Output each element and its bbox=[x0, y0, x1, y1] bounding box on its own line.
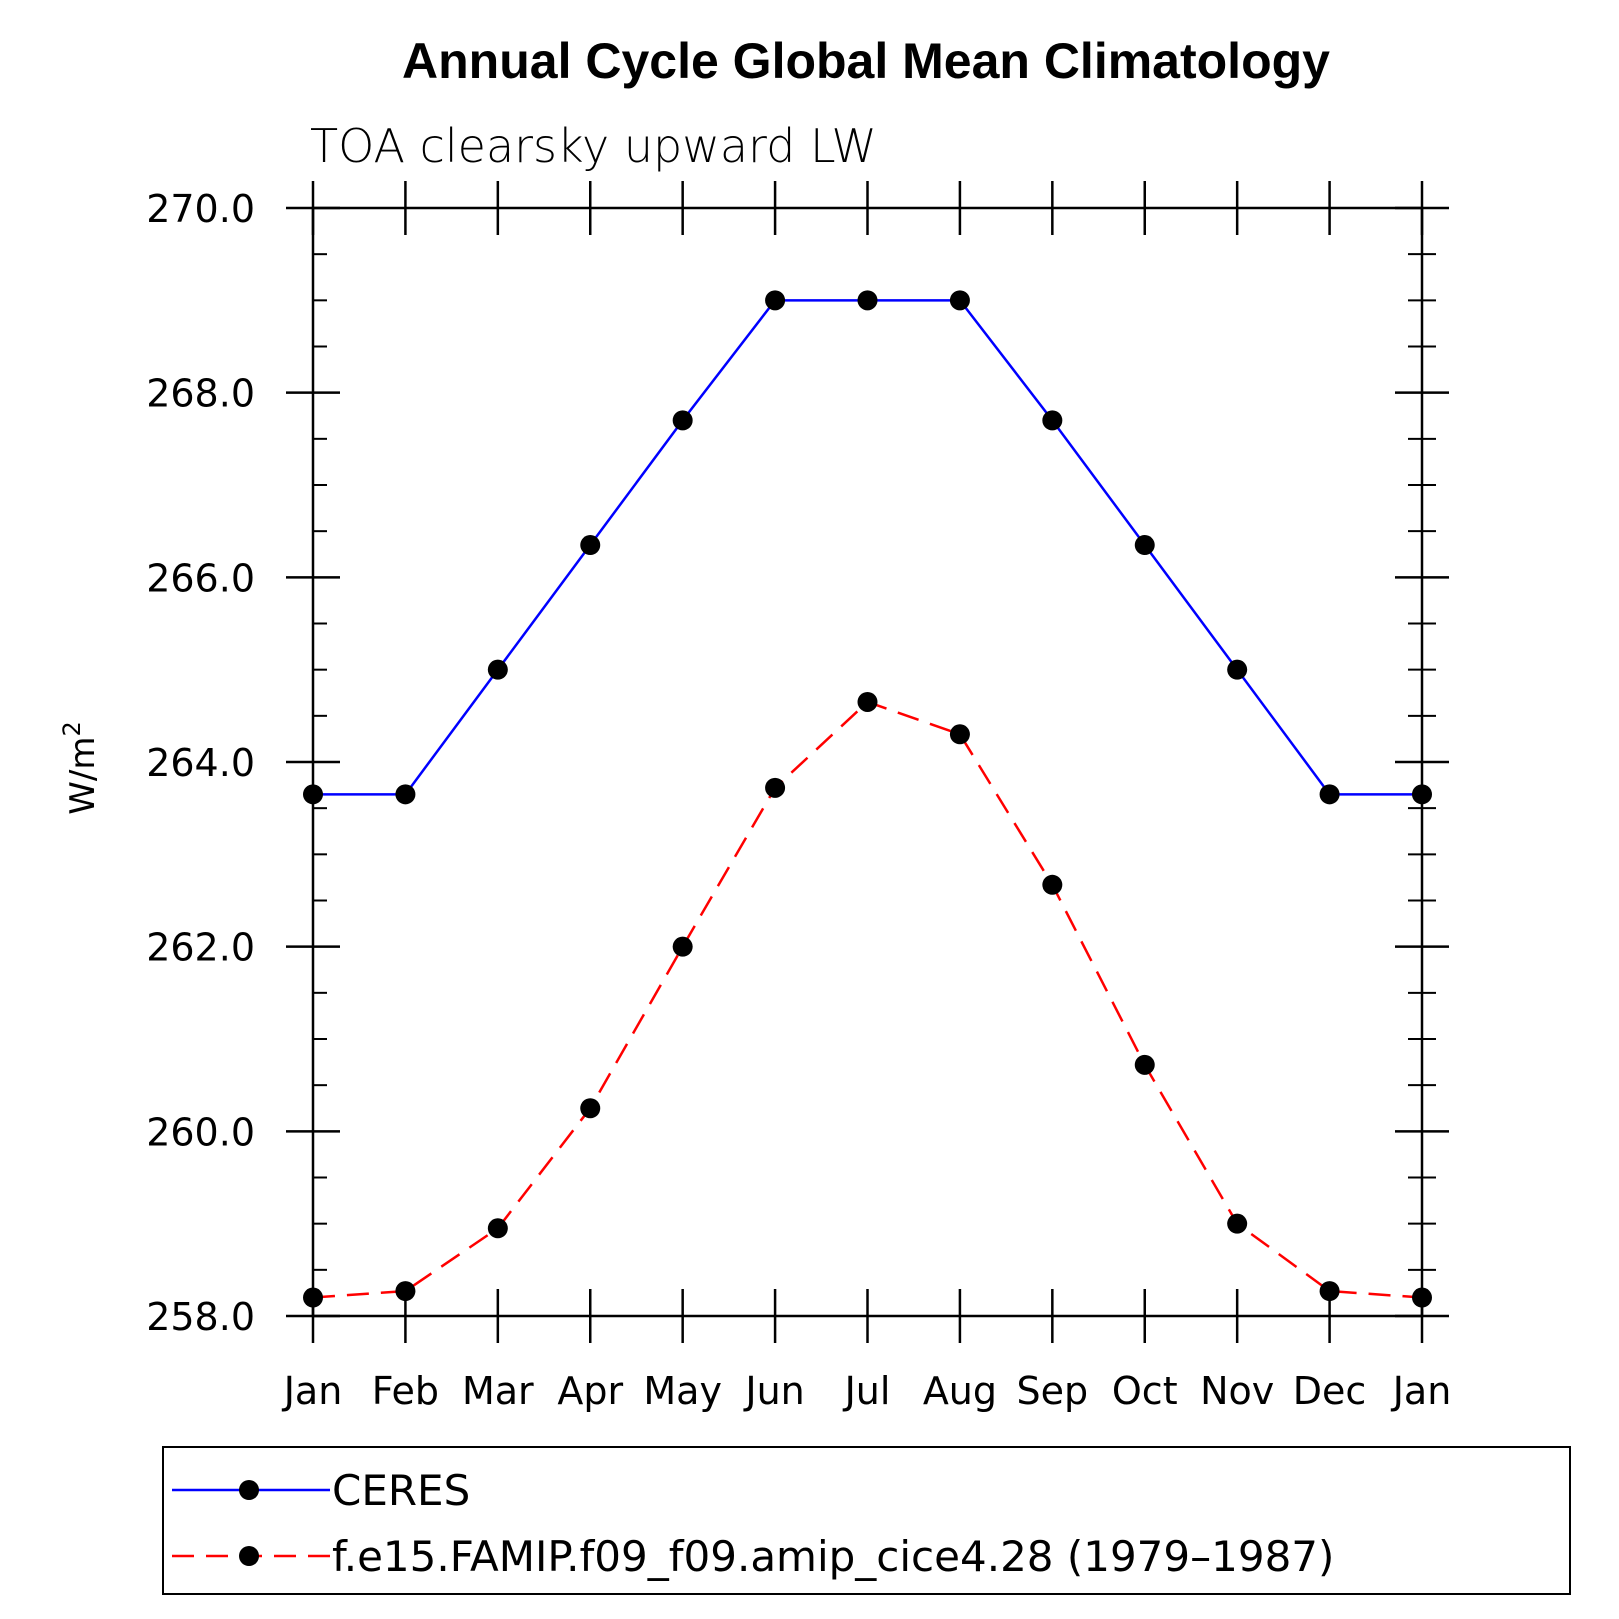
y-tick-label: 258.0 bbox=[146, 1295, 255, 1339]
legend-marker-model bbox=[239, 1546, 259, 1566]
legend-box bbox=[162, 1446, 1571, 1595]
series-markers bbox=[303, 290, 1432, 1308]
x-tick-label: Sep bbox=[1017, 1369, 1089, 1413]
data-point-s1-11 bbox=[1319, 1281, 1340, 1302]
data-point-s1-3 bbox=[580, 1098, 601, 1119]
data-point-s1-5 bbox=[765, 777, 786, 798]
series-line-1 bbox=[312, 700, 1423, 1299]
x-tick-label: Aug bbox=[923, 1369, 997, 1413]
x-tick-label: Oct bbox=[1112, 1369, 1178, 1413]
chart-title: Annual Cycle Global Mean Climatology bbox=[402, 33, 1330, 89]
data-point-s1-4 bbox=[672, 936, 693, 957]
y-tick-labels: 258.0 260.0 262.0 264.0 266.0 268.0 270.0 bbox=[146, 187, 255, 1339]
legend-label-model: f.e15.FAMIP.f09_f09.amip_cice4.28 (1979–… bbox=[332, 1532, 1334, 1581]
data-point-s1-2 bbox=[487, 1218, 508, 1239]
x-tick-label: Jan bbox=[282, 1369, 343, 1413]
y-tick-label: 270.0 bbox=[146, 187, 255, 231]
y-tick-label: 260.0 bbox=[146, 1110, 255, 1154]
axis-ticks bbox=[286, 181, 1449, 1343]
x-tick-label: Dec bbox=[1293, 1369, 1367, 1413]
data-point-s0-11 bbox=[1319, 784, 1340, 805]
data-point-s1-0 bbox=[303, 1287, 323, 1308]
data-point-s0-0 bbox=[303, 784, 323, 805]
x-tick-label: Jul bbox=[843, 1369, 891, 1413]
y-axis-label-superscript: 2 bbox=[58, 721, 86, 736]
data-point-s0-10 bbox=[1227, 659, 1248, 680]
x-tick-labels: Jan Feb Mar Apr May Jun Jul Aug Sep Oct Nov Dec Jan bbox=[282, 1369, 1452, 1413]
data-point-s1-9 bbox=[1134, 1054, 1155, 1075]
data-point-s0-8 bbox=[1042, 410, 1063, 431]
data-point-s1-7 bbox=[949, 724, 970, 745]
y-axis-label-text: W/m bbox=[63, 737, 103, 815]
data-point-s0-6 bbox=[857, 290, 878, 311]
data-point-s0-5 bbox=[765, 290, 786, 311]
data-point-s0-2 bbox=[487, 659, 508, 680]
legend-marker-ceres bbox=[239, 1480, 259, 1500]
data-point-s0-9 bbox=[1134, 535, 1155, 556]
x-tick-label: Jan bbox=[1391, 1369, 1452, 1413]
data-point-s0-7 bbox=[949, 290, 970, 311]
data-point-s0-3 bbox=[580, 535, 601, 556]
x-tick-label: Feb bbox=[372, 1369, 439, 1413]
x-tick-label: Apr bbox=[557, 1369, 623, 1413]
legend: CERES f.e15.FAMIP.f09_f09.amip_cice4.28 … bbox=[162, 1446, 1571, 1595]
y-tick-label: 264.0 bbox=[146, 741, 255, 785]
x-tick-label: May bbox=[643, 1369, 722, 1413]
y-axis-label: W/m2 bbox=[58, 721, 103, 814]
series-line-0 bbox=[313, 299, 1422, 796]
data-point-s1-8 bbox=[1042, 874, 1063, 895]
data-point-s0-12 bbox=[1412, 784, 1432, 805]
series-lines bbox=[312, 299, 1423, 1299]
y-tick-label: 268.0 bbox=[146, 372, 255, 416]
x-tick-label: Jun bbox=[743, 1369, 804, 1413]
y-tick-label: 262.0 bbox=[146, 926, 255, 970]
plot-frame bbox=[311, 206, 1424, 1318]
plot-axes bbox=[311, 206, 1424, 1318]
data-point-s1-6 bbox=[857, 691, 878, 712]
data-point-s0-4 bbox=[672, 410, 693, 431]
y-tick-label: 266.0 bbox=[146, 556, 255, 600]
data-point-s1-12 bbox=[1412, 1287, 1432, 1308]
chart-subtitle: TOA clearsky upward LW bbox=[310, 119, 877, 173]
data-point-s1-1 bbox=[395, 1281, 416, 1302]
x-tick-label: Nov bbox=[1200, 1369, 1274, 1413]
data-point-s0-1 bbox=[395, 784, 416, 805]
legend-label-ceres: CERES bbox=[332, 1466, 470, 1515]
data-point-s1-10 bbox=[1227, 1213, 1248, 1234]
x-tick-label: Mar bbox=[462, 1369, 534, 1413]
